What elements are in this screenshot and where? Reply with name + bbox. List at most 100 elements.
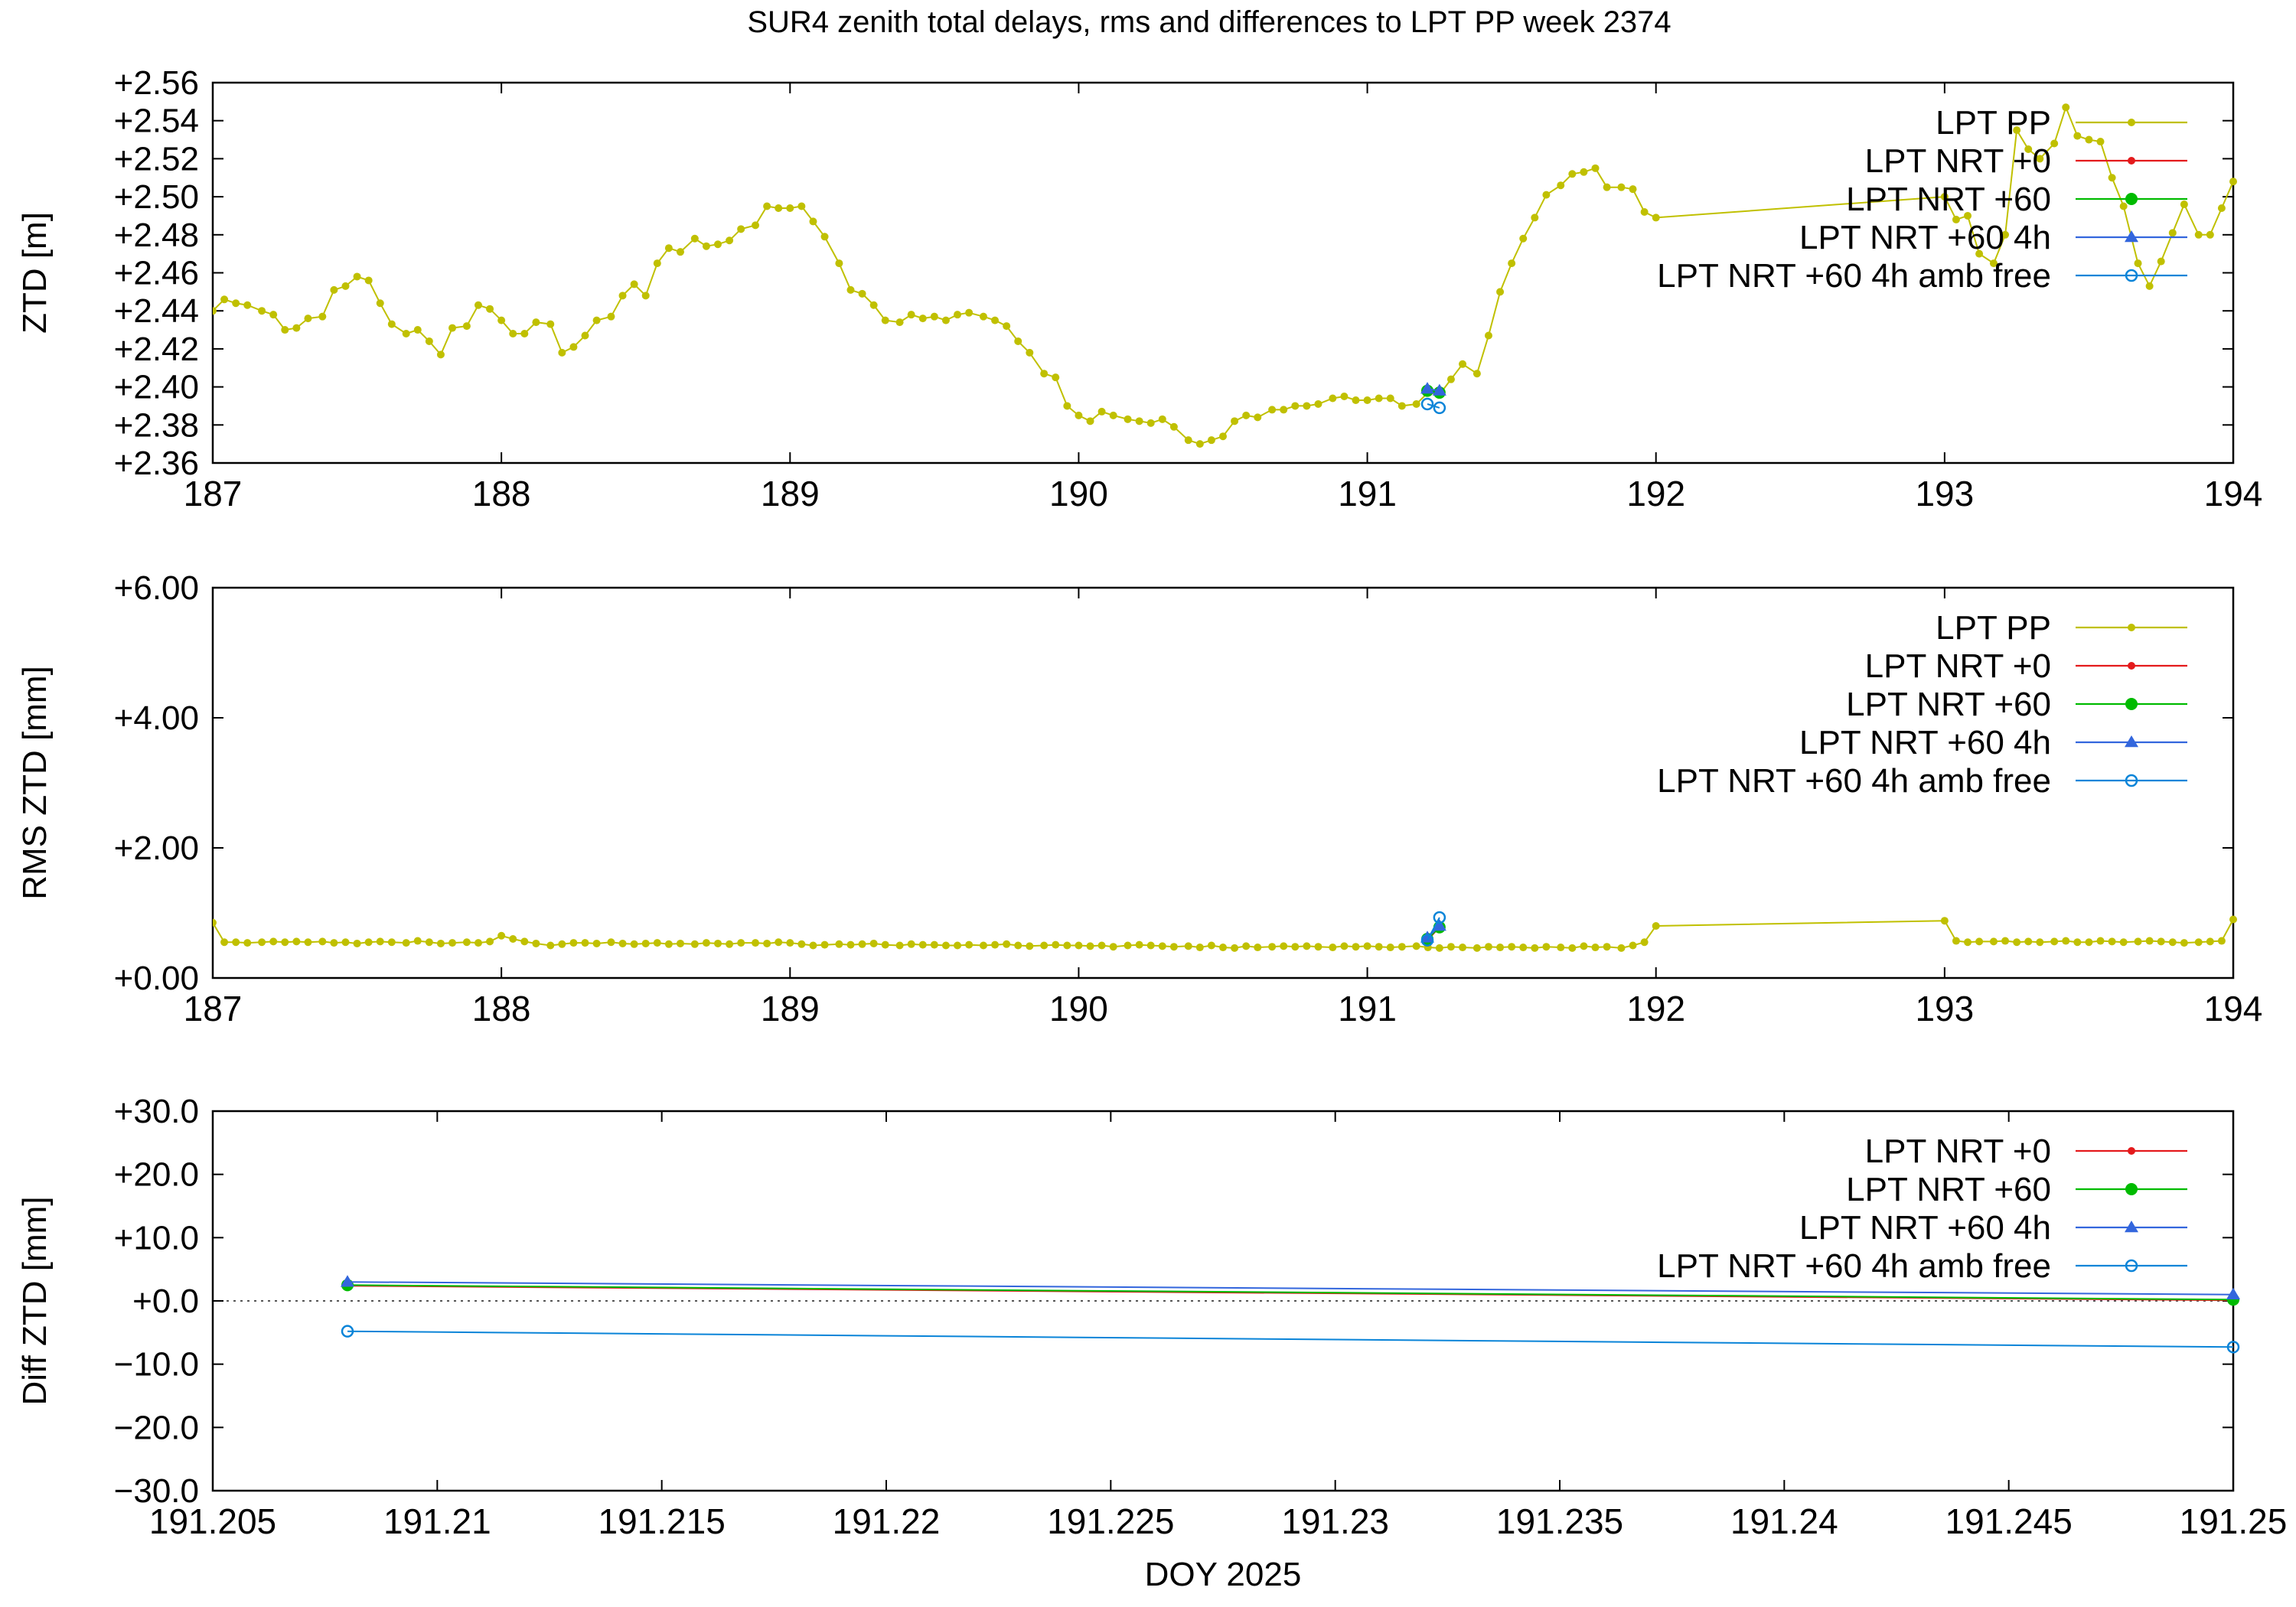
data-point-lpt-pp — [558, 348, 566, 357]
data-point-lpt-pp — [2108, 174, 2116, 182]
data-point-lpt-pp — [881, 316, 889, 324]
data-point-lpt-pp — [1496, 944, 1505, 952]
data-point-lpt-pp — [2134, 259, 2142, 268]
data-point-lpt-pp — [532, 318, 540, 327]
data-point-lpt-pp — [2050, 139, 2059, 148]
data-point-lpt-pp — [1184, 942, 1192, 950]
data-point-lpt-pp — [1531, 944, 1539, 952]
data-point-lpt-pp — [1231, 417, 1239, 425]
data-point-lpt-pp — [1484, 331, 1492, 340]
x-tick-label: 190 — [1049, 989, 1108, 1028]
data-point-lpt-pp — [676, 248, 684, 256]
series-line-lpt-nrt-plus-60-4h-amb-free — [1427, 917, 1440, 941]
data-point-lpt-pp — [318, 937, 327, 946]
data-point-lpt-pp — [1531, 214, 1539, 222]
y-tick-label: −30.0 — [114, 1472, 199, 1510]
data-point-lpt-nrt-plus-60-4h — [1432, 919, 1446, 931]
data-point-lpt-pp — [474, 301, 482, 309]
data-point-lpt-pp — [509, 330, 517, 338]
data-point-lpt-pp — [664, 244, 673, 253]
data-point-lpt-pp — [1629, 185, 1637, 194]
data-point-lpt-pp — [1242, 411, 1251, 419]
chart-panels: 187 188 189 190 191 192 193 194+2.36+2.38+2.40+… — [16, 64, 2287, 1593]
data-point-lpt-pp — [1629, 941, 1637, 950]
data-point-lpt-pp — [1568, 170, 1577, 178]
data-point-lpt-nrt-plus-60-4h — [341, 1275, 354, 1287]
y-tick-label: +2.56 — [114, 64, 199, 102]
data-point-lpt-pp — [281, 938, 289, 947]
series-line-lpt-nrt-plus-60-4h-amb-free — [1427, 403, 1440, 409]
data-point-lpt-pp — [2119, 202, 2128, 210]
data-point-lpt-nrt-plus-60-4h-amb-free — [341, 1325, 354, 1338]
data-point-lpt-pp — [1052, 940, 1060, 949]
data-point-lpt-pp — [2206, 230, 2214, 239]
data-point-lpt-pp — [2206, 937, 2214, 946]
data-point-lpt-pp — [497, 931, 506, 940]
data-point-lpt-pp — [1340, 942, 1349, 950]
data-point-lpt-pp — [1580, 168, 1588, 176]
legend-marker-lpt-nrt-plus-60-4h-amb-free — [2125, 1259, 2138, 1273]
y-tick-label: +30.0 — [114, 1093, 199, 1130]
data-point-lpt-pp — [690, 940, 699, 948]
series-lpt-nrt-plus-60-4h-amb-free — [1420, 911, 1446, 947]
series-line-lpt-nrt-plus-60 — [347, 1284, 2234, 1301]
legend-marker-lpt-nrt-plus-60-4h-amb-free — [2125, 269, 2138, 282]
x-tick-label: 187 — [184, 989, 243, 1028]
y-tick-label: +2.52 — [114, 140, 199, 178]
series-lpt-nrt-plus-60-4h-amb-free — [341, 1325, 2240, 1354]
data-point-lpt-pp — [2180, 939, 2188, 947]
data-point-lpt-pp — [1124, 415, 1132, 423]
data-point-lpt-pp — [413, 326, 422, 334]
y-tick-label: +2.38 — [114, 406, 199, 444]
x-tick-label: 193 — [1915, 474, 1974, 513]
data-point-lpt-pp — [1014, 337, 1022, 345]
legend-label-lpt-nrt-plus-60: LPT NRT +60 — [1846, 686, 2051, 723]
data-point-lpt-pp — [786, 204, 794, 213]
data-point-lpt-pp — [1557, 181, 1565, 190]
data-point-lpt-pp — [1640, 938, 1649, 947]
data-point-lpt-pp — [220, 938, 229, 947]
data-point-lpt-pp — [1014, 941, 1022, 950]
data-point-lpt-pp — [918, 315, 927, 323]
data-point-lpt-pp — [954, 311, 962, 319]
data-point-lpt-pp — [2062, 937, 2070, 945]
data-point-lpt-pp — [353, 939, 361, 947]
data-point-lpt-pp — [737, 939, 745, 947]
data-point-lpt-pp — [558, 940, 566, 948]
data-point-lpt-pp — [1952, 215, 1960, 223]
data-point-lpt-pp — [569, 343, 578, 351]
series-lpt-nrt-plus-60-4h-amb-free — [1420, 397, 1446, 415]
data-point-lpt-pp — [1040, 941, 1049, 950]
data-point-lpt-nrt-plus-60-4h — [2226, 1287, 2240, 1300]
data-point-lpt-pp — [737, 225, 745, 233]
y-axis-label: RMS ZTD [mm] — [16, 666, 54, 900]
data-point-lpt-pp — [858, 289, 866, 298]
y-tick-label: −20.0 — [114, 1409, 199, 1446]
data-point-lpt-pp — [364, 276, 373, 285]
data-point-lpt-pp — [497, 316, 506, 324]
legend-marker-lpt-nrt-plus-60 — [2125, 1183, 2138, 1195]
x-tick-label: 190 — [1049, 474, 1108, 513]
x-tick-label: 192 — [1626, 989, 1685, 1028]
legend-label-lpt-nrt-plus-60-4h: LPT NRT +60 4h — [1799, 724, 2051, 761]
data-point-lpt-pp — [213, 918, 217, 927]
data-point-lpt-pp — [2013, 126, 2021, 135]
data-point-lpt-pp — [1169, 422, 1178, 431]
data-point-lpt-pp — [2229, 178, 2237, 186]
data-point-lpt-nrt-plus-60-4h — [1420, 382, 1435, 394]
data-point-lpt-pp — [954, 941, 962, 950]
series-line-lpt-nrt-plus-60-4h-amb-free — [347, 1330, 2234, 1348]
data-point-lpt-pp — [258, 307, 266, 315]
data-point-lpt-pp — [895, 318, 904, 327]
data-point-lpt-pp — [1352, 396, 1360, 404]
y-tick-label: +0.0 — [132, 1283, 199, 1320]
legend-label-lpt-nrt-plus-60-4h-amb-free: LPT NRT +60 4h amb free — [1657, 257, 2051, 295]
data-point-lpt-pp — [1280, 406, 1288, 414]
data-point-lpt-pp — [1314, 943, 1322, 951]
data-point-lpt-pp — [1617, 944, 1626, 952]
data-point-lpt-pp — [2062, 103, 2070, 112]
data-point-lpt-pp — [1291, 943, 1300, 951]
data-point-lpt-pp — [546, 941, 555, 950]
data-point-lpt-pp — [1003, 940, 1011, 948]
